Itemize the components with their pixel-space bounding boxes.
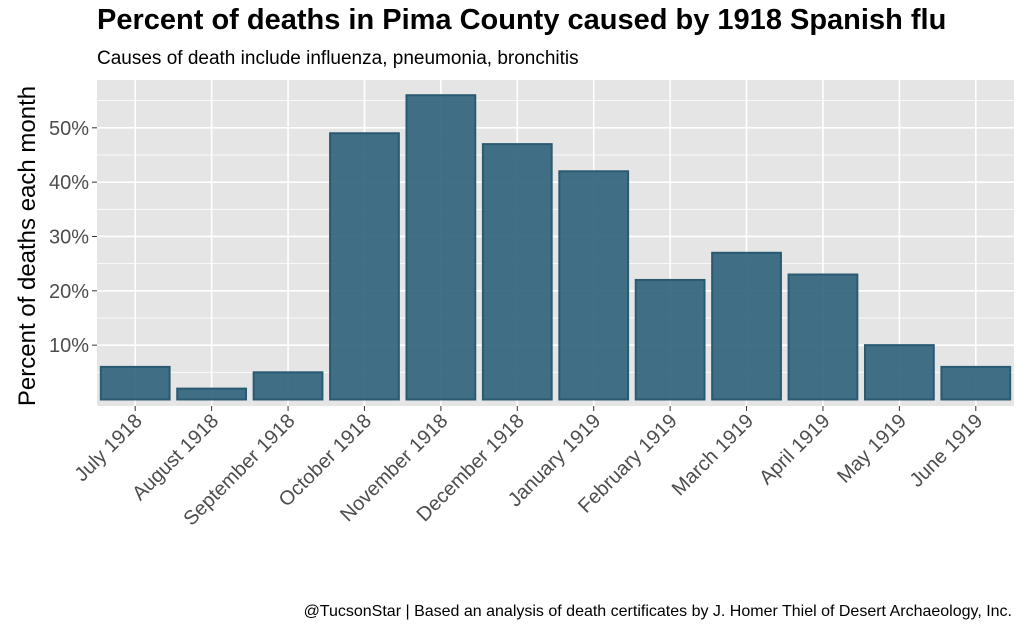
bar-july-1918 [99,365,171,401]
bar-january-1919 [558,170,630,401]
chart-title: Percent of deaths in Pima County caused … [97,4,947,36]
bar-october-1918 [329,132,400,401]
chart-caption: @TucsonStar | Based an analysis of death… [303,603,1012,620]
bar-november-1918 [405,94,477,401]
bar-april-1919 [787,273,859,401]
bar-june-1919 [940,365,1012,401]
x-tick-label: April 1919 [755,410,834,489]
bar-september-1918 [252,371,324,401]
x-tick-label: July 1918 [71,410,147,486]
chart-subtitle: Causes of death include influenza, pneum… [97,48,579,69]
bar-may-1919 [863,344,935,401]
plot-panel [97,80,1014,406]
x-tick-label: May 1919 [833,410,911,488]
y-tick-label: 30% [49,226,89,248]
y-axis-ticks: 10% 20% 30% 40% 50% [49,118,97,357]
y-axis-label: Percent of deaths each month [14,86,41,406]
bars [99,94,1012,401]
y-tick-label: 50% [49,118,89,140]
y-tick-label: 10% [49,335,89,357]
y-tick-label: 40% [49,172,89,194]
x-tick-label: March 1919 [668,410,758,500]
y-tick-label: 20% [49,281,89,303]
x-tick-label: June 1919 [906,410,988,492]
bar-march-1919 [711,251,782,401]
bar-december-1918 [481,143,553,401]
bar-august-1918 [176,387,248,401]
minor-gridlines [97,100,1014,373]
bar-february-1919 [634,278,706,401]
